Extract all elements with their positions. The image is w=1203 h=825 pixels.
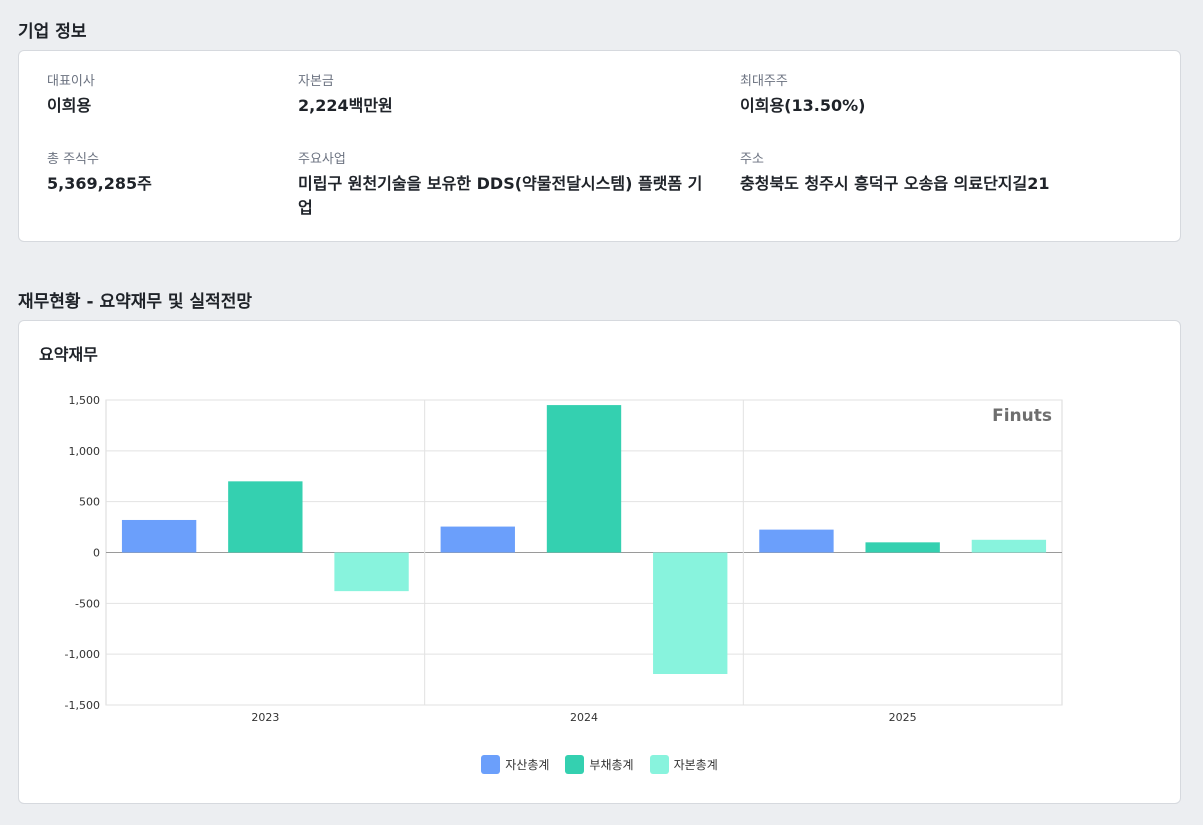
finance-section-title: 재무현황 - 요약재무 및 실적전망	[18, 292, 253, 312]
legend-item[interactable]: 자본총계	[649, 755, 718, 774]
info-address: 주소 충청북도 청주시 흥덕구 오송읍 의료단지길21	[740, 151, 1165, 196]
info-ceo: 대표이사 이희용	[47, 73, 267, 118]
info-main-business-label: 주요사업	[298, 152, 346, 167]
legend-item[interactable]: 부채총계	[565, 755, 634, 774]
legend-swatch	[481, 755, 501, 774]
info-total-shares-value: 5,369,285주	[47, 174, 152, 193]
bar-2025-2[interactable]	[971, 539, 1047, 553]
info-ceo-value: 이희용	[47, 96, 92, 115]
bar-2023-0[interactable]	[121, 519, 197, 553]
info-total-shares: 총 주식수 5,369,285주	[47, 151, 267, 196]
bar-2025-1[interactable]	[865, 542, 940, 553]
company-info-card: 대표이사 이희용 자본금 2,224백만원 최대주주 이희용(13.50%) 총…	[18, 50, 1181, 242]
x-tick-label: 2024	[570, 711, 598, 724]
info-capital-label: 자본금	[298, 74, 334, 89]
bar-marks	[121, 405, 1047, 674]
y-tick-label: 500	[79, 496, 100, 509]
bar-2024-0[interactable]	[440, 526, 515, 553]
info-main-business: 주요사업 미립구 원천기술을 보유한 DDS(약물전달시스템) 플랫폼 기업	[298, 151, 713, 220]
company-info-title: 기업 정보	[18, 22, 87, 42]
legend-label: 부채총계	[589, 758, 634, 772]
info-address-label: 주소	[740, 152, 764, 167]
watermark-text: Finuts	[992, 406, 1052, 426]
legend-label: 자산총계	[505, 758, 550, 772]
bar-2025-0[interactable]	[759, 529, 834, 553]
y-tick-label: 0	[93, 547, 100, 560]
bar-2024-1[interactable]	[546, 405, 622, 553]
info-ceo-label: 대표이사	[47, 74, 95, 89]
summary-finance-card: 요약재무 1,500 1,000 500 0 -500 -1,000 -1,500 2023…	[18, 320, 1181, 804]
bar-2023-2[interactable]	[334, 552, 409, 592]
chart-legend: 자산총계 부채총계 자본총계	[19, 755, 1180, 774]
info-capital-value: 2,224백만원	[298, 96, 393, 115]
y-tick-label: 1,000	[69, 445, 101, 458]
info-total-shares-label: 총 주식수	[47, 152, 99, 167]
x-axis-ticks: 2023 2024 2025	[251, 711, 916, 724]
x-tick-label: 2025	[889, 711, 917, 724]
y-tick-label: 1,500	[69, 394, 101, 407]
y-axis-ticks: 1,500 1,000 500 0 -500 -1,000 -1,500	[65, 394, 100, 712]
chart-card-title: 요약재무	[39, 345, 98, 364]
bar-2023-1[interactable]	[228, 481, 303, 553]
y-tick-label: -1,000	[65, 648, 100, 661]
info-major-shareholder-label: 최대주주	[740, 74, 788, 89]
legend-item[interactable]: 자산총계	[481, 755, 549, 774]
info-capital: 자본금 2,224백만원	[298, 73, 708, 118]
info-address-value: 충청북도 청주시 흥덕구 오송읍 의료단지길21	[740, 174, 1050, 193]
bar-2024-2[interactable]	[653, 552, 728, 674]
info-major-shareholder: 최대주주 이희용(13.50%)	[740, 73, 1160, 118]
y-tick-label: -500	[75, 597, 100, 610]
legend-label: 자본총계	[673, 758, 718, 772]
y-tick-label: -1,500	[65, 699, 100, 712]
legend-swatch	[649, 755, 669, 774]
x-tick-label: 2023	[251, 711, 279, 724]
legend-swatch	[565, 755, 585, 774]
info-main-business-value: 미립구 원천기술을 보유한 DDS(약물전달시스템) 플랫폼 기업	[298, 174, 703, 217]
info-major-shareholder-value: 이희용(13.50%)	[740, 96, 866, 115]
